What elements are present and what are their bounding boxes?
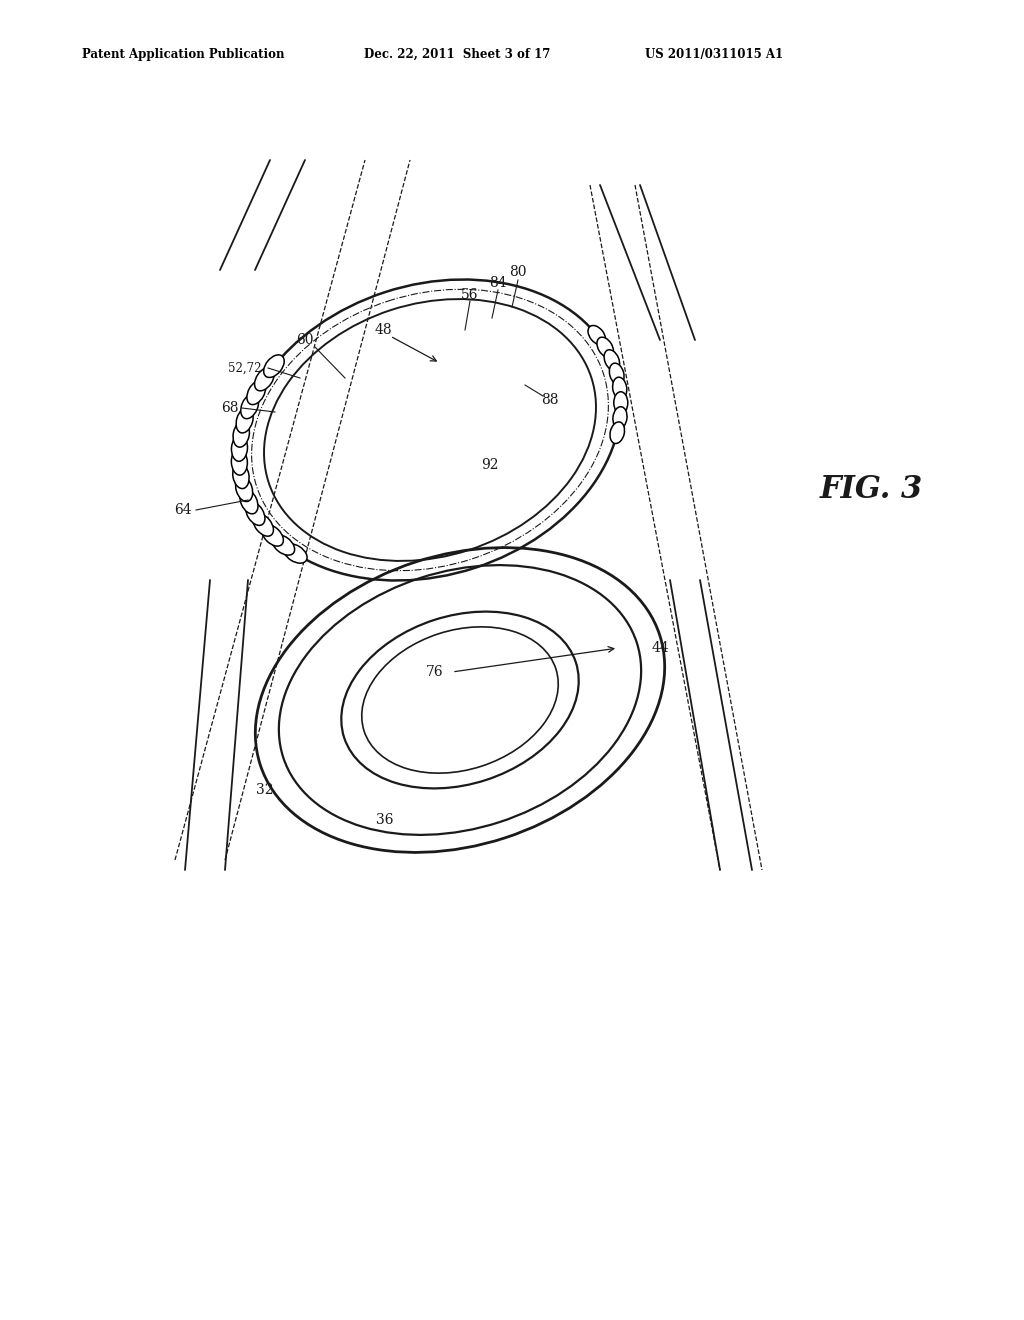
Text: Patent Application Publication: Patent Application Publication: [82, 49, 285, 61]
Ellipse shape: [604, 350, 620, 371]
Ellipse shape: [262, 524, 284, 546]
Text: 44: 44: [651, 642, 669, 655]
Ellipse shape: [241, 393, 259, 418]
Ellipse shape: [231, 436, 248, 461]
Ellipse shape: [232, 463, 249, 488]
Text: 64: 64: [174, 503, 191, 517]
Ellipse shape: [236, 477, 253, 502]
Ellipse shape: [597, 337, 613, 358]
Ellipse shape: [237, 408, 253, 433]
Ellipse shape: [613, 392, 628, 413]
Ellipse shape: [263, 355, 285, 378]
Text: 32: 32: [256, 783, 273, 797]
Text: 76: 76: [426, 665, 443, 678]
Ellipse shape: [610, 422, 625, 444]
Ellipse shape: [253, 513, 273, 536]
Ellipse shape: [284, 544, 307, 564]
Ellipse shape: [272, 535, 295, 556]
Text: 48: 48: [374, 323, 392, 337]
Ellipse shape: [233, 421, 250, 447]
Text: 80: 80: [509, 265, 526, 279]
Ellipse shape: [247, 380, 265, 405]
Ellipse shape: [240, 490, 258, 513]
Text: 92: 92: [481, 458, 499, 473]
Text: 56: 56: [461, 288, 479, 302]
Ellipse shape: [609, 363, 624, 384]
Text: 68: 68: [221, 401, 239, 414]
Text: 88: 88: [542, 393, 559, 407]
Text: US 2011/0311015 A1: US 2011/0311015 A1: [645, 49, 783, 61]
Text: 60: 60: [296, 333, 313, 347]
Text: 52,72: 52,72: [228, 362, 262, 375]
Ellipse shape: [246, 502, 265, 525]
Text: 84: 84: [489, 276, 507, 290]
Ellipse shape: [613, 407, 627, 429]
Text: 36: 36: [376, 813, 394, 828]
Text: Dec. 22, 2011  Sheet 3 of 17: Dec. 22, 2011 Sheet 3 of 17: [364, 49, 550, 61]
Ellipse shape: [255, 367, 274, 391]
Text: FIG. 3: FIG. 3: [820, 474, 924, 506]
Ellipse shape: [588, 326, 605, 345]
Ellipse shape: [231, 449, 248, 475]
Ellipse shape: [612, 378, 627, 399]
